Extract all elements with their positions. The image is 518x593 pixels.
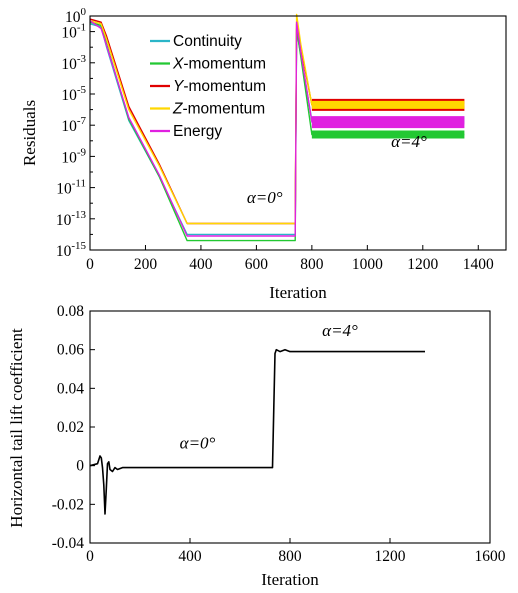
residuals-annotation-alpha-4: α=4° (391, 132, 427, 151)
lift-y-tick-label: -0.02 (52, 496, 84, 513)
lift-y-tick-label: 0.06 (57, 342, 84, 359)
residuals-y-tick-label: 10-3 (61, 53, 86, 73)
legend-label: X-momentum (172, 56, 266, 73)
lift-x-tick-label: 400 (178, 548, 202, 565)
residuals-legend: Continuity X-momentum Y-momentum Z-momentum… (150, 33, 266, 140)
residuals-x-tick-label: 1400 (463, 256, 494, 273)
residuals-y-tick-label: 10-15 (56, 240, 87, 260)
residuals-y-tick-label: 10-7 (61, 115, 86, 135)
residuals-y-axis-label: Residuals (20, 100, 39, 166)
residuals-series-line (89, 20, 465, 237)
lift-chart: 0 400 800 1200 1600 -0.04 -0.02 0 0.02 0.04 0.06 0.… (7, 303, 506, 589)
residuals-annotation-alpha-0: α=0° (247, 188, 283, 207)
residuals-plot-frame (89, 15, 507, 251)
residuals-x-tick-label: 600 (245, 256, 269, 273)
lift-series-layer (89, 348, 425, 515)
lift-plot-frame (89, 310, 491, 544)
residuals-x-tick-label: 0 (86, 256, 94, 273)
lift-x-axis-label: Iteration (261, 570, 319, 589)
lift-ticks: 0 400 800 1200 1600 -0.04 -0.02 0 0.02 0.04 0.06 0.… (52, 303, 506, 565)
residuals-y-tick-label: 10-5 (61, 84, 86, 104)
lift-y-tick-label: 0.08 (57, 303, 84, 320)
residuals-x-axis-label: Iteration (269, 283, 327, 302)
lift-annotation-alpha-4: α=4° (322, 321, 358, 340)
legend-label: Y-momentum (173, 78, 266, 95)
residuals-series-line (89, 13, 465, 225)
lift-x-tick-label: 800 (278, 548, 302, 565)
lift-x-tick-label: 1600 (475, 548, 506, 565)
lift-x-tick-label: 0 (86, 548, 94, 565)
residuals-y-tick-label: 10-9 (61, 146, 86, 166)
lift-annotation-alpha-0: α=0° (180, 433, 216, 452)
lift-series-line (89, 348, 425, 515)
lift-y-axis-label: Horizontal tail lift coefficient (7, 328, 26, 528)
residuals-x-tick-label: 1200 (407, 256, 438, 273)
residuals-x-tick-label: 400 (189, 256, 213, 273)
legend-label: Energy (173, 123, 222, 140)
lift-x-tick-label: 1200 (375, 548, 406, 565)
residuals-series-layer (89, 13, 465, 242)
legend-label: Z-momentum (172, 101, 265, 118)
lift-y-tick-label: -0.04 (52, 535, 85, 552)
residuals-x-tick-label: 200 (134, 256, 158, 273)
lift-y-tick-label: 0.04 (57, 380, 84, 397)
legend-label: Continuity (173, 33, 242, 50)
residuals-x-tick-label: 1000 (352, 256, 383, 273)
residuals-y-tick-label: 10-1 (61, 22, 86, 42)
lift-y-tick-label: 0 (76, 458, 84, 475)
residuals-y-tick-label: 10-13 (56, 209, 87, 229)
residuals-y-tick-label: 100 (65, 6, 87, 26)
residuals-y-tick-label: 10-11 (56, 178, 86, 198)
residuals-x-tick-label: 800 (300, 256, 324, 273)
lift-y-tick-label: 0.02 (57, 419, 84, 436)
